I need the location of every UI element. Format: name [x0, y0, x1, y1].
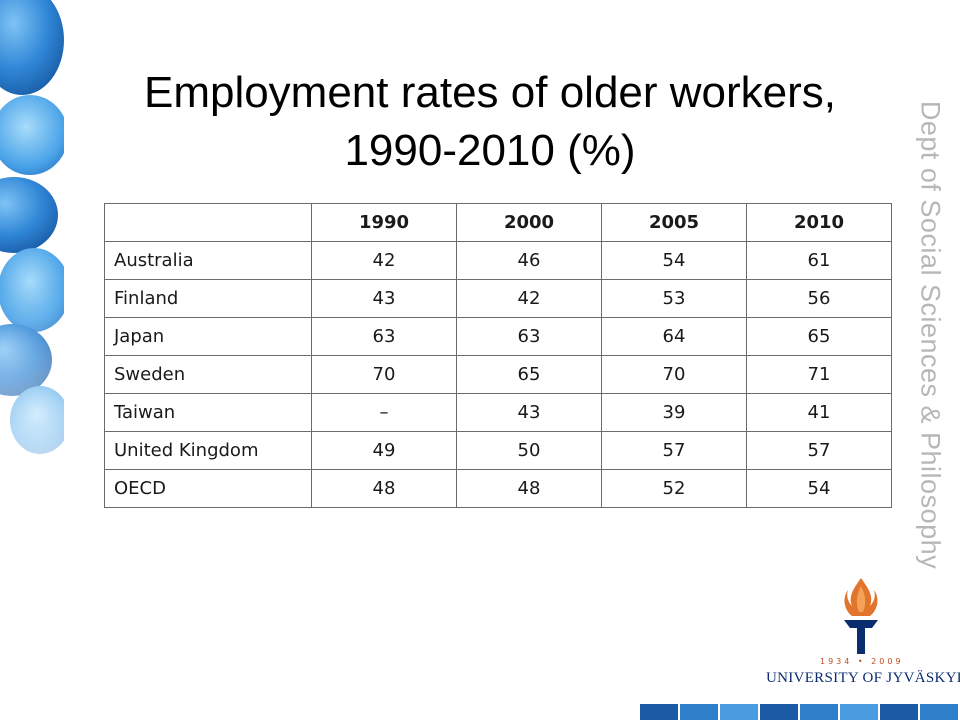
- country-cell: OECD: [104, 469, 312, 508]
- value-cell: 65: [456, 355, 602, 394]
- country-cell: Sweden: [104, 355, 312, 394]
- table-row: Sweden 70 65 70 71: [104, 355, 892, 394]
- value-cell: 42: [311, 241, 457, 280]
- table-row: United Kingdom 49 50 57 57: [104, 431, 892, 470]
- table-row: Japan 63 63 64 65: [104, 317, 892, 356]
- logo-university-name: UNIVERSITY OF JYVÄSKYLÄ: [766, 670, 960, 686]
- value-cell: –: [311, 393, 457, 432]
- value-cell: 52: [601, 469, 747, 508]
- column-header: 2005: [601, 203, 747, 242]
- column-header: 1990: [311, 203, 457, 242]
- value-cell: 56: [746, 279, 892, 318]
- value-cell: 64: [601, 317, 747, 356]
- value-cell: 43: [311, 279, 457, 318]
- value-cell: 49: [311, 431, 457, 470]
- value-cell: 39: [601, 393, 747, 432]
- value-cell: 50: [456, 431, 602, 470]
- value-cell: 41: [746, 393, 892, 432]
- country-cell: Australia: [104, 241, 312, 280]
- bottom-color-bar: [640, 704, 960, 720]
- employment-rates-table: 1990 2000 2005 2010 Australia 42 46 54 6…: [104, 203, 892, 508]
- table-row: Australia 42 46 54 61: [104, 241, 892, 280]
- country-cell: Finland: [104, 279, 312, 318]
- slide-title: Employment rates of older workers, 1990-…: [80, 64, 900, 180]
- table-row: OECD 48 48 52 54: [104, 469, 892, 508]
- column-header: 2000: [456, 203, 602, 242]
- value-cell: 70: [601, 355, 747, 394]
- slide-title-line-1: Employment rates of older workers,: [143, 68, 837, 117]
- country-cell: United Kingdom: [104, 431, 312, 470]
- value-cell: 65: [746, 317, 892, 356]
- country-cell: Japan: [104, 317, 312, 356]
- logo-years: 1934 • 2009: [820, 657, 904, 666]
- value-cell: 63: [311, 317, 457, 356]
- table-row: Finland 43 42 53 56: [104, 279, 892, 318]
- value-cell: 53: [601, 279, 747, 318]
- column-header: 2010: [746, 203, 892, 242]
- table-header-row: 1990 2000 2005 2010: [104, 203, 892, 242]
- value-cell: 70: [311, 355, 457, 394]
- value-cell: 43: [456, 393, 602, 432]
- value-cell: 54: [601, 241, 747, 280]
- country-cell: Taiwan: [104, 393, 312, 432]
- value-cell: 48: [311, 469, 457, 508]
- department-side-label: Dept of Social Sciences & Philosophy: [915, 100, 946, 570]
- torch-icon: [844, 578, 878, 654]
- table-row: Taiwan – 43 39 41: [104, 393, 892, 432]
- value-cell: 61: [746, 241, 892, 280]
- slide-title-line-2: 1990-2010 (%): [344, 126, 636, 175]
- value-cell: 57: [601, 431, 747, 470]
- value-cell: 63: [456, 317, 602, 356]
- value-cell: 46: [456, 241, 602, 280]
- value-cell: 71: [746, 355, 892, 394]
- value-cell: 48: [456, 469, 602, 508]
- table-corner-cell: [104, 203, 312, 242]
- value-cell: 57: [746, 431, 892, 470]
- decorative-stones-image: [0, 0, 64, 720]
- value-cell: 42: [456, 279, 602, 318]
- university-logo: 1934 • 2009 UNIVERSITY OF JYVÄSKYLÄ: [760, 570, 960, 720]
- value-cell: 54: [746, 469, 892, 508]
